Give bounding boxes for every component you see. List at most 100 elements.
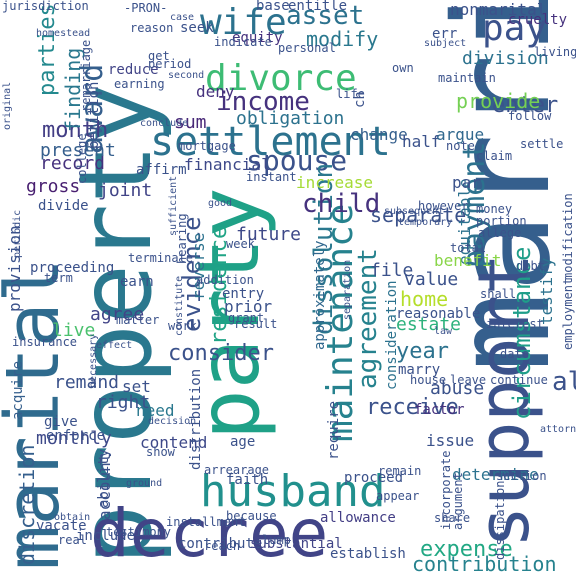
word-leave: leave (450, 373, 486, 387)
word-case: case (170, 12, 194, 23)
word-include: include (76, 528, 135, 544)
word-date: date (500, 347, 529, 361)
word-equity: equity (232, 30, 283, 46)
word-maintenance: maintenance (320, 204, 361, 442)
word-period: period (148, 57, 191, 71)
word-homestead: homestead (36, 28, 90, 39)
word-property: property (57, 83, 174, 565)
word-settlement: settlement (150, 119, 391, 165)
word-evidence: evidence (178, 216, 206, 332)
word-attorney: attorney (540, 424, 576, 435)
word-finding: finding (61, 48, 85, 132)
word-entry: entry (222, 286, 264, 302)
word-however: however (418, 199, 469, 213)
word-addition: addition (196, 273, 254, 287)
word-acquire: acquire (10, 361, 26, 420)
word-allege: allege (478, 226, 521, 240)
word-grant: grant (228, 311, 264, 325)
word-living: living (534, 45, 576, 59)
word-half: half (402, 132, 441, 151)
word-enforce: enforce (46, 428, 105, 444)
word-own: own (392, 61, 414, 75)
word-insurance: insurance (12, 335, 77, 349)
word-issue: issue (426, 431, 474, 450)
word-money: money (476, 202, 512, 216)
word-provide: provide (456, 89, 540, 113)
word-substantial: substantial (250, 536, 343, 552)
word-terminate: terminate (128, 251, 193, 265)
word-discretion: discretion (15, 445, 39, 565)
word-real: real (58, 533, 87, 547)
word-remand: remand (54, 372, 119, 393)
word-file: file (370, 260, 413, 281)
word-share: share (434, 511, 470, 525)
word-present: present (40, 140, 116, 161)
word-because: because (226, 509, 277, 523)
word-arrearage: arrearage (204, 463, 269, 477)
word-petition: petition (86, 82, 102, 149)
word-age: age (230, 434, 255, 450)
word-circumstance: circumstance (508, 247, 536, 420)
word-child: child (302, 189, 380, 219)
word-show: show (146, 445, 176, 459)
word-ch: ch (352, 91, 368, 108)
word-remarriage: remarriage (79, 40, 93, 112)
word-wife: wife (200, 2, 287, 43)
word-distribution: distribution (188, 369, 204, 470)
word-conclude: conclude (140, 118, 188, 129)
word-agree: agree (90, 304, 144, 325)
word-give: give (44, 414, 78, 430)
word-indicate: indicate (214, 35, 272, 49)
word-argue: argue (436, 125, 484, 144)
word-support: support (463, 253, 545, 548)
word-separate: separate (370, 203, 466, 227)
word-base: base (256, 0, 290, 14)
word-estate: estate (396, 314, 461, 335)
word-earn: earn (120, 274, 154, 290)
word-change: change (350, 125, 408, 144)
word-husband: husband (200, 466, 385, 517)
word-appear: appear (376, 489, 419, 503)
word-expense: expense (420, 537, 513, 562)
word-testimony: testimony (106, 525, 171, 539)
word-section: section (496, 469, 547, 483)
word-second: second (168, 70, 204, 81)
word-follow: follow (508, 109, 552, 123)
word-monthly: monthly (36, 428, 112, 449)
word-good: good (208, 198, 232, 209)
word-prior: prior (224, 297, 273, 316)
word-decision: decision (148, 416, 196, 427)
word-account: account (95, 453, 114, 520)
word-par: par (452, 173, 481, 192)
word-receive: receive (366, 395, 459, 420)
word-establish: establish (330, 546, 406, 562)
word-installment: installment (166, 515, 245, 529)
word-proceed: proceed (344, 470, 403, 486)
word-entitle: entitle (288, 0, 347, 14)
word-cruelty: cruelty (508, 12, 567, 28)
word-effect: effect (96, 340, 132, 351)
word-claim: claim (476, 149, 512, 163)
word-hearing: hearing (175, 213, 189, 264)
word-value: value (404, 269, 458, 290)
word-division: division (462, 48, 549, 69)
word-equitable: equitable (455, 178, 474, 265)
word-divide: divide (38, 198, 89, 214)
word-income: income (216, 87, 310, 117)
word-proceeding: proceeding (30, 260, 114, 276)
word-obtain: obtain (54, 512, 90, 523)
word-result: result (234, 317, 277, 331)
word-personal: personal (278, 41, 336, 55)
word-financial: financial (184, 155, 271, 174)
word-month: month (42, 118, 108, 143)
word-vacate: vacate (36, 518, 87, 534)
word-deny: deny (196, 82, 235, 101)
word-approximately: approximately (312, 240, 328, 350)
word-life: life (336, 87, 365, 101)
word-decree: decree (90, 495, 328, 572)
word-settle: settle (520, 137, 563, 151)
word-matter: matter (116, 313, 159, 327)
word-reduce: reduce (108, 62, 159, 78)
